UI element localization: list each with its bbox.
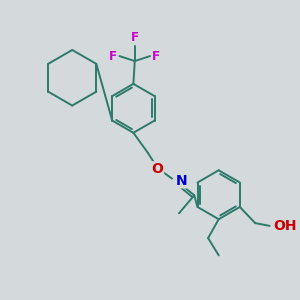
Text: F: F [131,31,139,44]
Text: O: O [152,162,164,176]
Text: F: F [109,50,117,63]
Text: F: F [152,50,160,63]
Text: OH: OH [273,219,297,233]
Text: N: N [176,174,187,188]
